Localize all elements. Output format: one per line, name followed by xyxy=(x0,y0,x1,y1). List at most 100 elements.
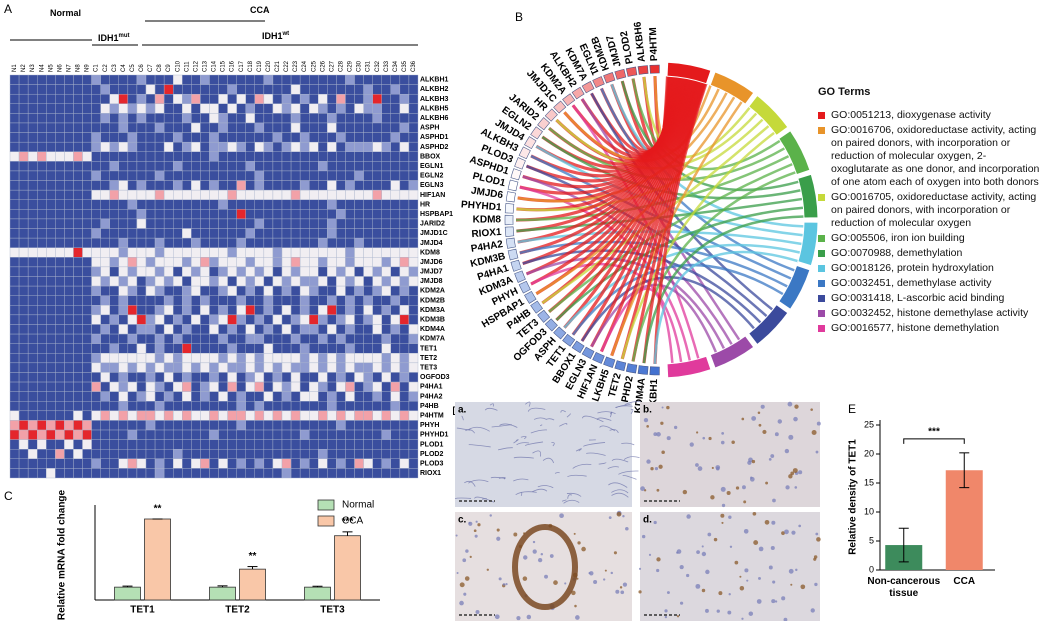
heatmap-cell xyxy=(372,257,382,268)
tissue-texture xyxy=(621,442,635,446)
group-label: Normal xyxy=(50,8,81,18)
heatmap-cell xyxy=(136,458,147,469)
heatmap-cell xyxy=(145,266,156,277)
heatmap-cell xyxy=(272,276,283,287)
heatmap-cell xyxy=(191,410,201,421)
legend-swatch xyxy=(317,515,335,527)
heatmap-cell xyxy=(290,353,301,364)
tissue-texture xyxy=(553,580,558,585)
heatmap-cell xyxy=(27,237,38,248)
heatmap-cell xyxy=(272,161,283,172)
heatmap-cell xyxy=(37,141,47,152)
heatmap-cell xyxy=(182,305,192,316)
heatmap-cell xyxy=(145,439,156,450)
column-label: N8 xyxy=(76,64,82,72)
heatmap-cell xyxy=(37,247,47,258)
heatmap-cell xyxy=(136,353,147,364)
heatmap-cell xyxy=(200,189,210,200)
heatmap-cell xyxy=(390,410,401,421)
heatmap-cell xyxy=(327,151,337,162)
heatmap-cell xyxy=(381,122,392,133)
heatmap-cell xyxy=(91,401,101,412)
tissue-texture xyxy=(701,551,707,557)
heatmap-cell xyxy=(290,122,301,133)
heatmap-cell xyxy=(309,439,319,450)
tissue-texture xyxy=(770,454,775,458)
heatmap-cell xyxy=(281,209,292,220)
heatmap-cell xyxy=(182,132,192,143)
heatmap-cell xyxy=(46,218,56,229)
heatmap-cell xyxy=(354,381,364,392)
heatmap-cell xyxy=(318,324,328,335)
heatmap-cell xyxy=(272,401,283,412)
heatmap-cell xyxy=(408,362,419,373)
heatmap-cell xyxy=(55,180,65,191)
heatmap-cell xyxy=(9,362,20,373)
heatmap-cell xyxy=(236,161,246,172)
legend-item: GO:0016577, histone demethylation xyxy=(818,322,1044,335)
heatmap-cell xyxy=(254,285,265,296)
heatmap-cell xyxy=(82,122,92,133)
tissue-texture xyxy=(496,536,501,541)
heatmap-cell xyxy=(100,199,110,210)
heatmap-cell xyxy=(64,314,74,325)
heatmap-cell xyxy=(281,276,292,287)
heatmap-cell xyxy=(372,237,382,248)
heatmap-cell xyxy=(82,333,92,344)
heatmap-cell xyxy=(136,218,147,229)
heatmap-cell xyxy=(18,228,29,239)
legend-text: GO:0051213, dioxygenase activity xyxy=(831,109,991,121)
heatmap-cell xyxy=(163,429,174,440)
heatmap-cell xyxy=(227,420,237,431)
heatmap-cell xyxy=(118,218,129,229)
heatmap-cell xyxy=(263,372,274,383)
tissue-texture xyxy=(798,524,802,528)
legend-swatch xyxy=(818,280,825,287)
heatmap-cell xyxy=(227,103,237,114)
heatmap-cell xyxy=(109,285,119,296)
heatmap-cell xyxy=(82,228,92,239)
heatmap-cell xyxy=(254,237,265,248)
heatmap-cell xyxy=(354,314,364,325)
heatmap-cell xyxy=(381,247,392,258)
heatmap-cell xyxy=(309,449,319,460)
tissue-texture xyxy=(624,401,641,406)
tissue-texture xyxy=(741,617,744,620)
heatmap-cell xyxy=(27,439,38,450)
heatmap-cell xyxy=(118,199,129,210)
heatmap-cell xyxy=(55,295,65,306)
heatmap-cell xyxy=(245,439,256,450)
heatmap-cell xyxy=(127,391,138,402)
heatmap-cell xyxy=(336,161,346,172)
heatmap-cell xyxy=(372,401,382,412)
heatmap-cell xyxy=(345,189,355,200)
heatmap-cell xyxy=(9,247,20,258)
column-label: C30 xyxy=(357,60,363,72)
heatmap-cell xyxy=(136,401,147,412)
heatmap-cell xyxy=(46,113,56,124)
group-label-sup: mut xyxy=(119,33,130,39)
heatmap-cell xyxy=(145,343,156,354)
heatmap-cell xyxy=(309,353,319,364)
heatmap-cell xyxy=(254,324,265,335)
row-label: ALKBH6 xyxy=(420,115,448,122)
heatmap-cell xyxy=(136,93,147,104)
heatmap-cell xyxy=(254,276,265,287)
heatmap-cell xyxy=(46,401,56,412)
heatmap-cell xyxy=(299,458,310,469)
heatmap-cell xyxy=(82,449,92,460)
heatmap-cell xyxy=(399,93,410,104)
heatmap-cell xyxy=(37,237,47,248)
heatmap-cell xyxy=(136,410,147,421)
column-label: C8 xyxy=(157,64,163,72)
heatmap-cell xyxy=(91,372,101,383)
heatmap-cell xyxy=(172,189,183,200)
heatmap-cell xyxy=(154,113,165,124)
heatmap-cell xyxy=(399,218,410,229)
tissue-texture xyxy=(792,468,798,474)
heatmap-cell xyxy=(55,458,65,469)
heatmap-cell xyxy=(200,401,210,412)
heatmap-cell xyxy=(272,391,283,402)
heatmap-cell xyxy=(118,228,129,239)
heatmap-cell xyxy=(163,295,174,306)
